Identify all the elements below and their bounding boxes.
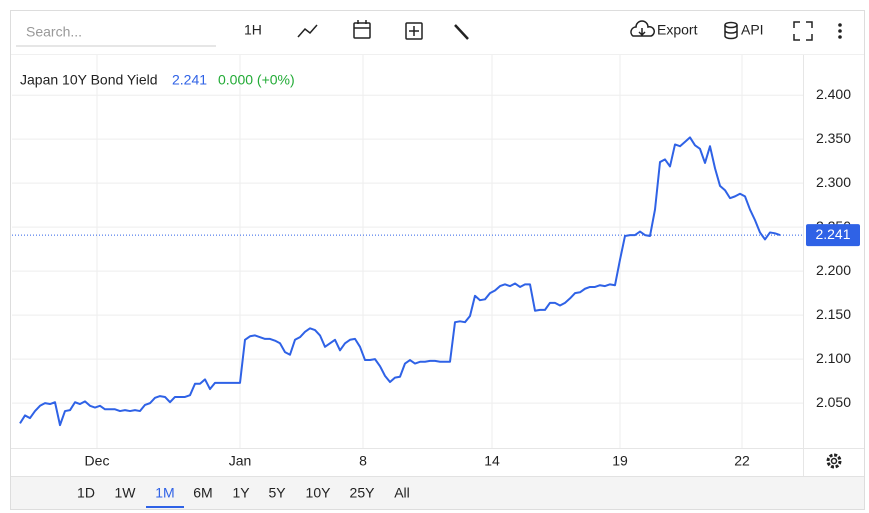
settings-icon[interactable] (826, 453, 842, 469)
tools-icon[interactable] (454, 24, 469, 40)
range-button[interactable]: 1W (115, 485, 137, 501)
x-tick-label: 8 (359, 453, 367, 469)
instrument-name: Japan 10Y Bond Yield (20, 72, 158, 88)
y-tick-label: 2.400 (816, 86, 851, 102)
calendar-icon[interactable] (353, 20, 371, 39)
x-tick-label: 14 (484, 453, 500, 469)
range-button[interactable]: 5Y (268, 485, 286, 501)
range-button[interactable]: 6M (193, 485, 212, 501)
last-price-label: 2.241 (815, 226, 850, 242)
range-button[interactable]: 25Y (350, 485, 376, 501)
y-tick-label: 2.300 (816, 174, 851, 190)
indicator-icon[interactable] (405, 22, 423, 40)
y-tick-label: 2.050 (816, 394, 851, 410)
export-icon[interactable] (630, 20, 655, 37)
search-box[interactable]: Search... (26, 24, 82, 40)
api-button[interactable]: API (741, 22, 764, 38)
x-tick-label: Dec (85, 453, 110, 469)
x-tick-label: 22 (734, 453, 750, 469)
export-button[interactable]: Export (657, 22, 698, 38)
plot-area (12, 55, 803, 448)
range-button[interactable]: All (394, 485, 410, 501)
range-bar (11, 476, 864, 509)
last-value: 2.241 (172, 72, 207, 88)
range-button[interactable]: 1D (77, 485, 95, 501)
x-tick-label: 19 (612, 453, 628, 469)
chart-type-icon[interactable] (297, 24, 318, 38)
range-button[interactable]: 10Y (306, 485, 332, 501)
range-button[interactable]: 1M (155, 485, 174, 501)
active-range-underline (146, 506, 184, 508)
y-tick-label: 2.150 (816, 306, 851, 322)
y-tick-label: 2.200 (816, 262, 851, 278)
last-price-tag (806, 224, 860, 247)
range-button[interactable]: 1Y (232, 485, 250, 501)
api-icon[interactable] (724, 21, 738, 40)
change: 0.000 (+0%) (218, 72, 295, 88)
x-tick-label: Jan (229, 453, 252, 469)
y-tick-label: 2.350 (816, 130, 851, 146)
price-line (19, 136, 781, 427)
fullscreen-icon[interactable] (793, 21, 813, 41)
frame (10, 10, 865, 510)
interval-button[interactable]: 1H (244, 22, 262, 38)
menu-icon[interactable] (838, 23, 842, 39)
y-tick-label: 2.100 (816, 350, 851, 366)
